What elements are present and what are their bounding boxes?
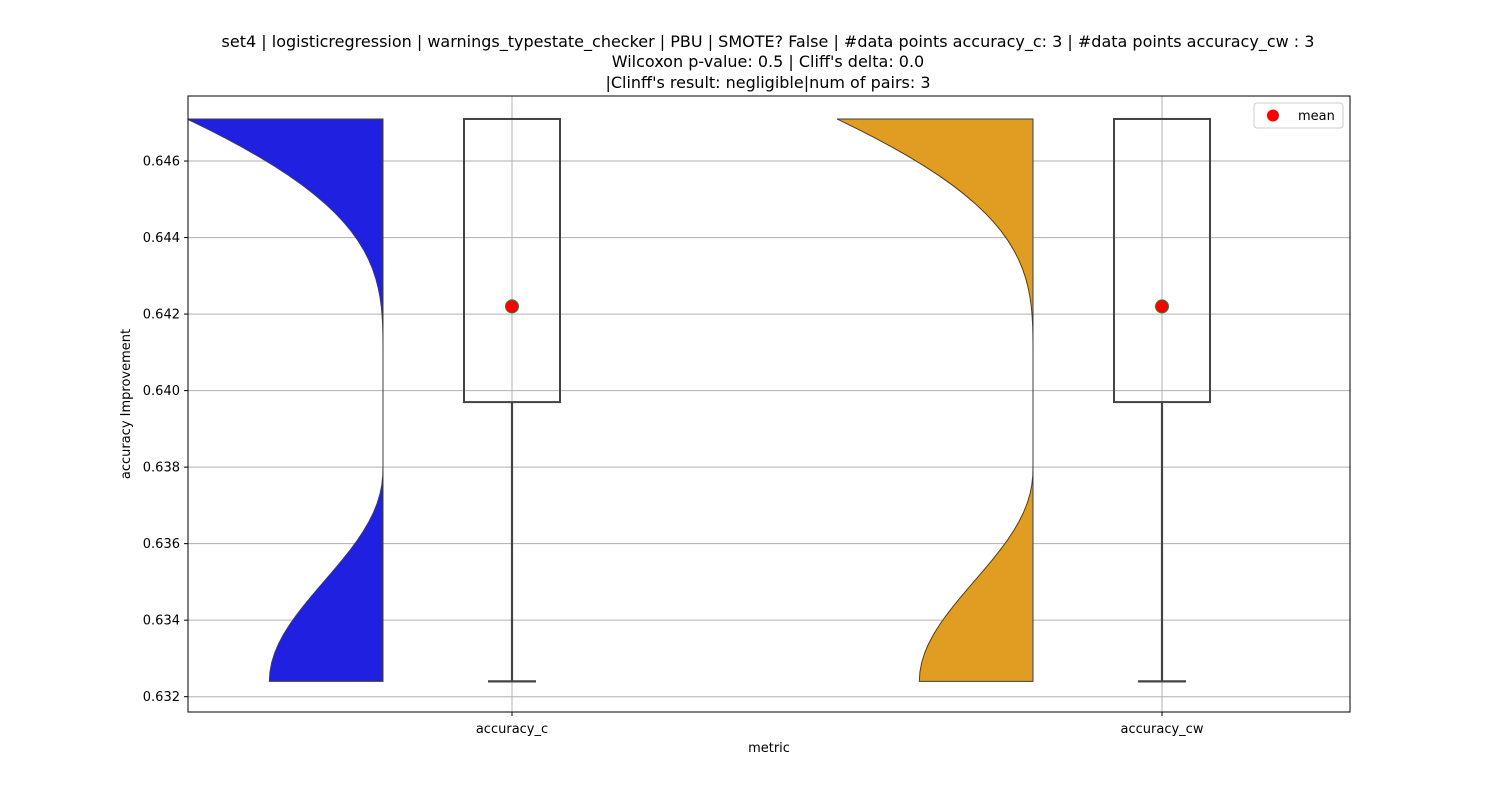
title-line-2: Wilcoxon p-value: 0.5 | Cliff's delta: 0…	[612, 52, 924, 71]
legend-box	[1253, 102, 1344, 129]
y-axis-label: accuracy Improvement	[119, 329, 134, 479]
title-line-3: |Clinff's result: negligible|num of pair…	[605, 73, 930, 92]
mean-marker-accuracy_c	[505, 299, 519, 314]
title-line-1: set4 | logisticregression | warnings_typ…	[222, 32, 1315, 52]
legend-mean-marker	[1267, 109, 1279, 122]
legend-mean-label: mean	[1298, 109, 1335, 124]
x-axis-ticks: accuracy_c accuracy_cw	[476, 712, 1204, 737]
x-tick-label: accuracy_c	[476, 722, 548, 737]
plot-area-frame	[187, 95, 1351, 713]
chart-title: set4 | logisticregression | warnings_typ…	[222, 32, 1315, 92]
y-tick-label: 0.640	[143, 384, 180, 399]
x-axis-label: metric	[748, 741, 790, 756]
y-tick-label: 0.634	[143, 614, 180, 629]
y-tick-label: 0.632	[143, 690, 180, 705]
y-tick-label: 0.638	[143, 461, 180, 476]
mean-marker-accuracy_cw	[1155, 299, 1169, 314]
y-tick-label: 0.646	[143, 155, 180, 170]
violins	[188, 118, 1034, 682]
violin-accuracy_cw	[836, 118, 1034, 682]
y-axis-ticks: 0.632 0.634 0.636 0.638 0.640 0.642 0.644 0.646	[143, 155, 188, 705]
boxplots	[463, 117, 1211, 683]
mean-markers	[505, 299, 1169, 314]
violin-accuracy_c	[188, 118, 384, 682]
y-tick-label: 0.636	[143, 537, 180, 552]
y-tick-label: 0.642	[143, 308, 180, 323]
y-tick-label: 0.644	[143, 231, 180, 246]
legend: mean	[1253, 102, 1344, 129]
x-tick-label: accuracy_cw	[1121, 722, 1204, 737]
